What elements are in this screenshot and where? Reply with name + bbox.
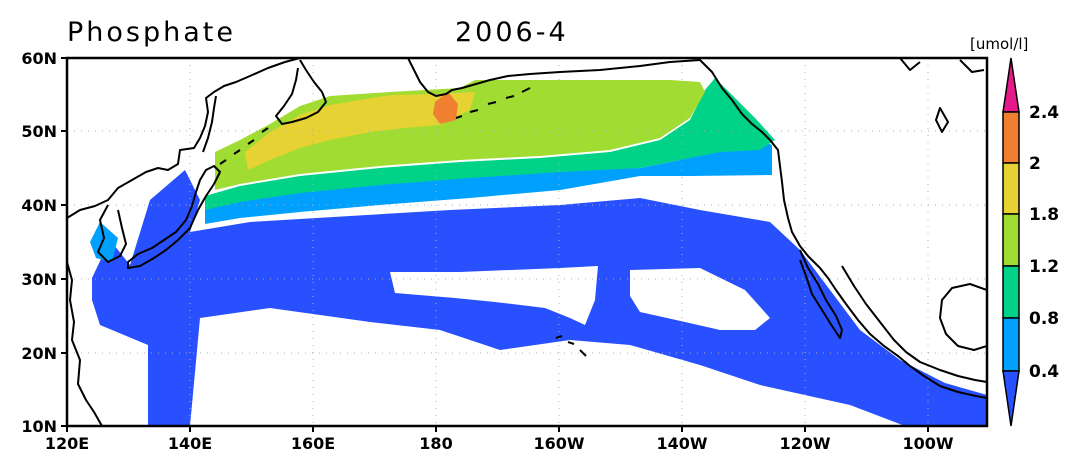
colorbar-label: 2.4 [1029, 103, 1059, 123]
field-gap-east [630, 268, 770, 330]
lat-label: 40N [21, 196, 57, 215]
field-band-0.8-1.2 [205, 78, 775, 210]
map-frame [65, 56, 989, 428]
lon-label: 140W [656, 434, 707, 453]
lat-label: 60N [21, 49, 57, 68]
lon-label: 180 [419, 434, 452, 453]
coast-korea [97, 204, 127, 263]
lon-label: 120E [45, 434, 89, 453]
field-gap-central [390, 266, 598, 325]
colorbar-units: [umol/l] [970, 35, 1028, 53]
lat-label: 10N [21, 417, 57, 436]
colorbar-segment [1002, 162, 1020, 215]
colorbar-segment [1002, 213, 1020, 267]
colorbar-segment [1002, 265, 1020, 319]
lat-label: 20N [21, 344, 57, 363]
lon-label: 160W [533, 434, 584, 453]
coast-japan [127, 165, 221, 269]
coast-mexico [841, 265, 987, 383]
coast-asia [67, 58, 301, 219]
field-band-2.0-2.4 [433, 92, 458, 124]
coast-baja [799, 249, 843, 339]
colorbar-label: 0.4 [1029, 362, 1059, 382]
coast-kurils [219, 127, 269, 165]
colorbar-segment-below [1002, 370, 1020, 427]
coast-northeast [899, 58, 985, 133]
coast-kamchatka [275, 59, 327, 125]
lon-axis-labels: 120E 140E 160E 180 160W 140W 120W 100W [45, 434, 954, 453]
lat-label: 50N [21, 122, 57, 141]
coast-china-south [67, 261, 103, 426]
coastlines [67, 58, 987, 426]
colorbar: 2.4 2 1.8 1.2 0.8 0.4 [1002, 57, 1059, 427]
field-band-0.4-0.8 [205, 135, 772, 224]
lon-label: 120W [779, 434, 830, 453]
field-band-1.8-2.0 [245, 92, 475, 170]
colorbar-label: 1.2 [1029, 257, 1059, 277]
coast-sakhalin [202, 95, 217, 153]
coast-hawaii [555, 335, 587, 357]
lat-label: 30N [21, 270, 57, 289]
lon-label: 140E [168, 434, 212, 453]
coast-alaska [407, 58, 987, 399]
colorbar-segment [1002, 317, 1020, 372]
colorbar-segment [1002, 111, 1020, 164]
lon-label: 160E [291, 434, 335, 453]
lon-label: 100W [902, 434, 953, 453]
lat-axis-labels: 60N 50N 40N 30N 20N 10N [21, 49, 57, 436]
coast-gulf [939, 283, 987, 351]
map-period: 2006-4 [455, 17, 569, 48]
colorbar-label: 2 [1029, 154, 1041, 174]
coast-aleutians [455, 87, 531, 119]
colorbar-segment-above [1002, 57, 1020, 113]
map-title: Phosphate [67, 17, 236, 48]
colorbar-label: 0.8 [1029, 309, 1059, 329]
colorbar-label: 1.8 [1029, 205, 1059, 225]
axis-ticks [61, 57, 929, 432]
phosphate-field [90, 78, 987, 426]
map-panel [67, 58, 987, 426]
